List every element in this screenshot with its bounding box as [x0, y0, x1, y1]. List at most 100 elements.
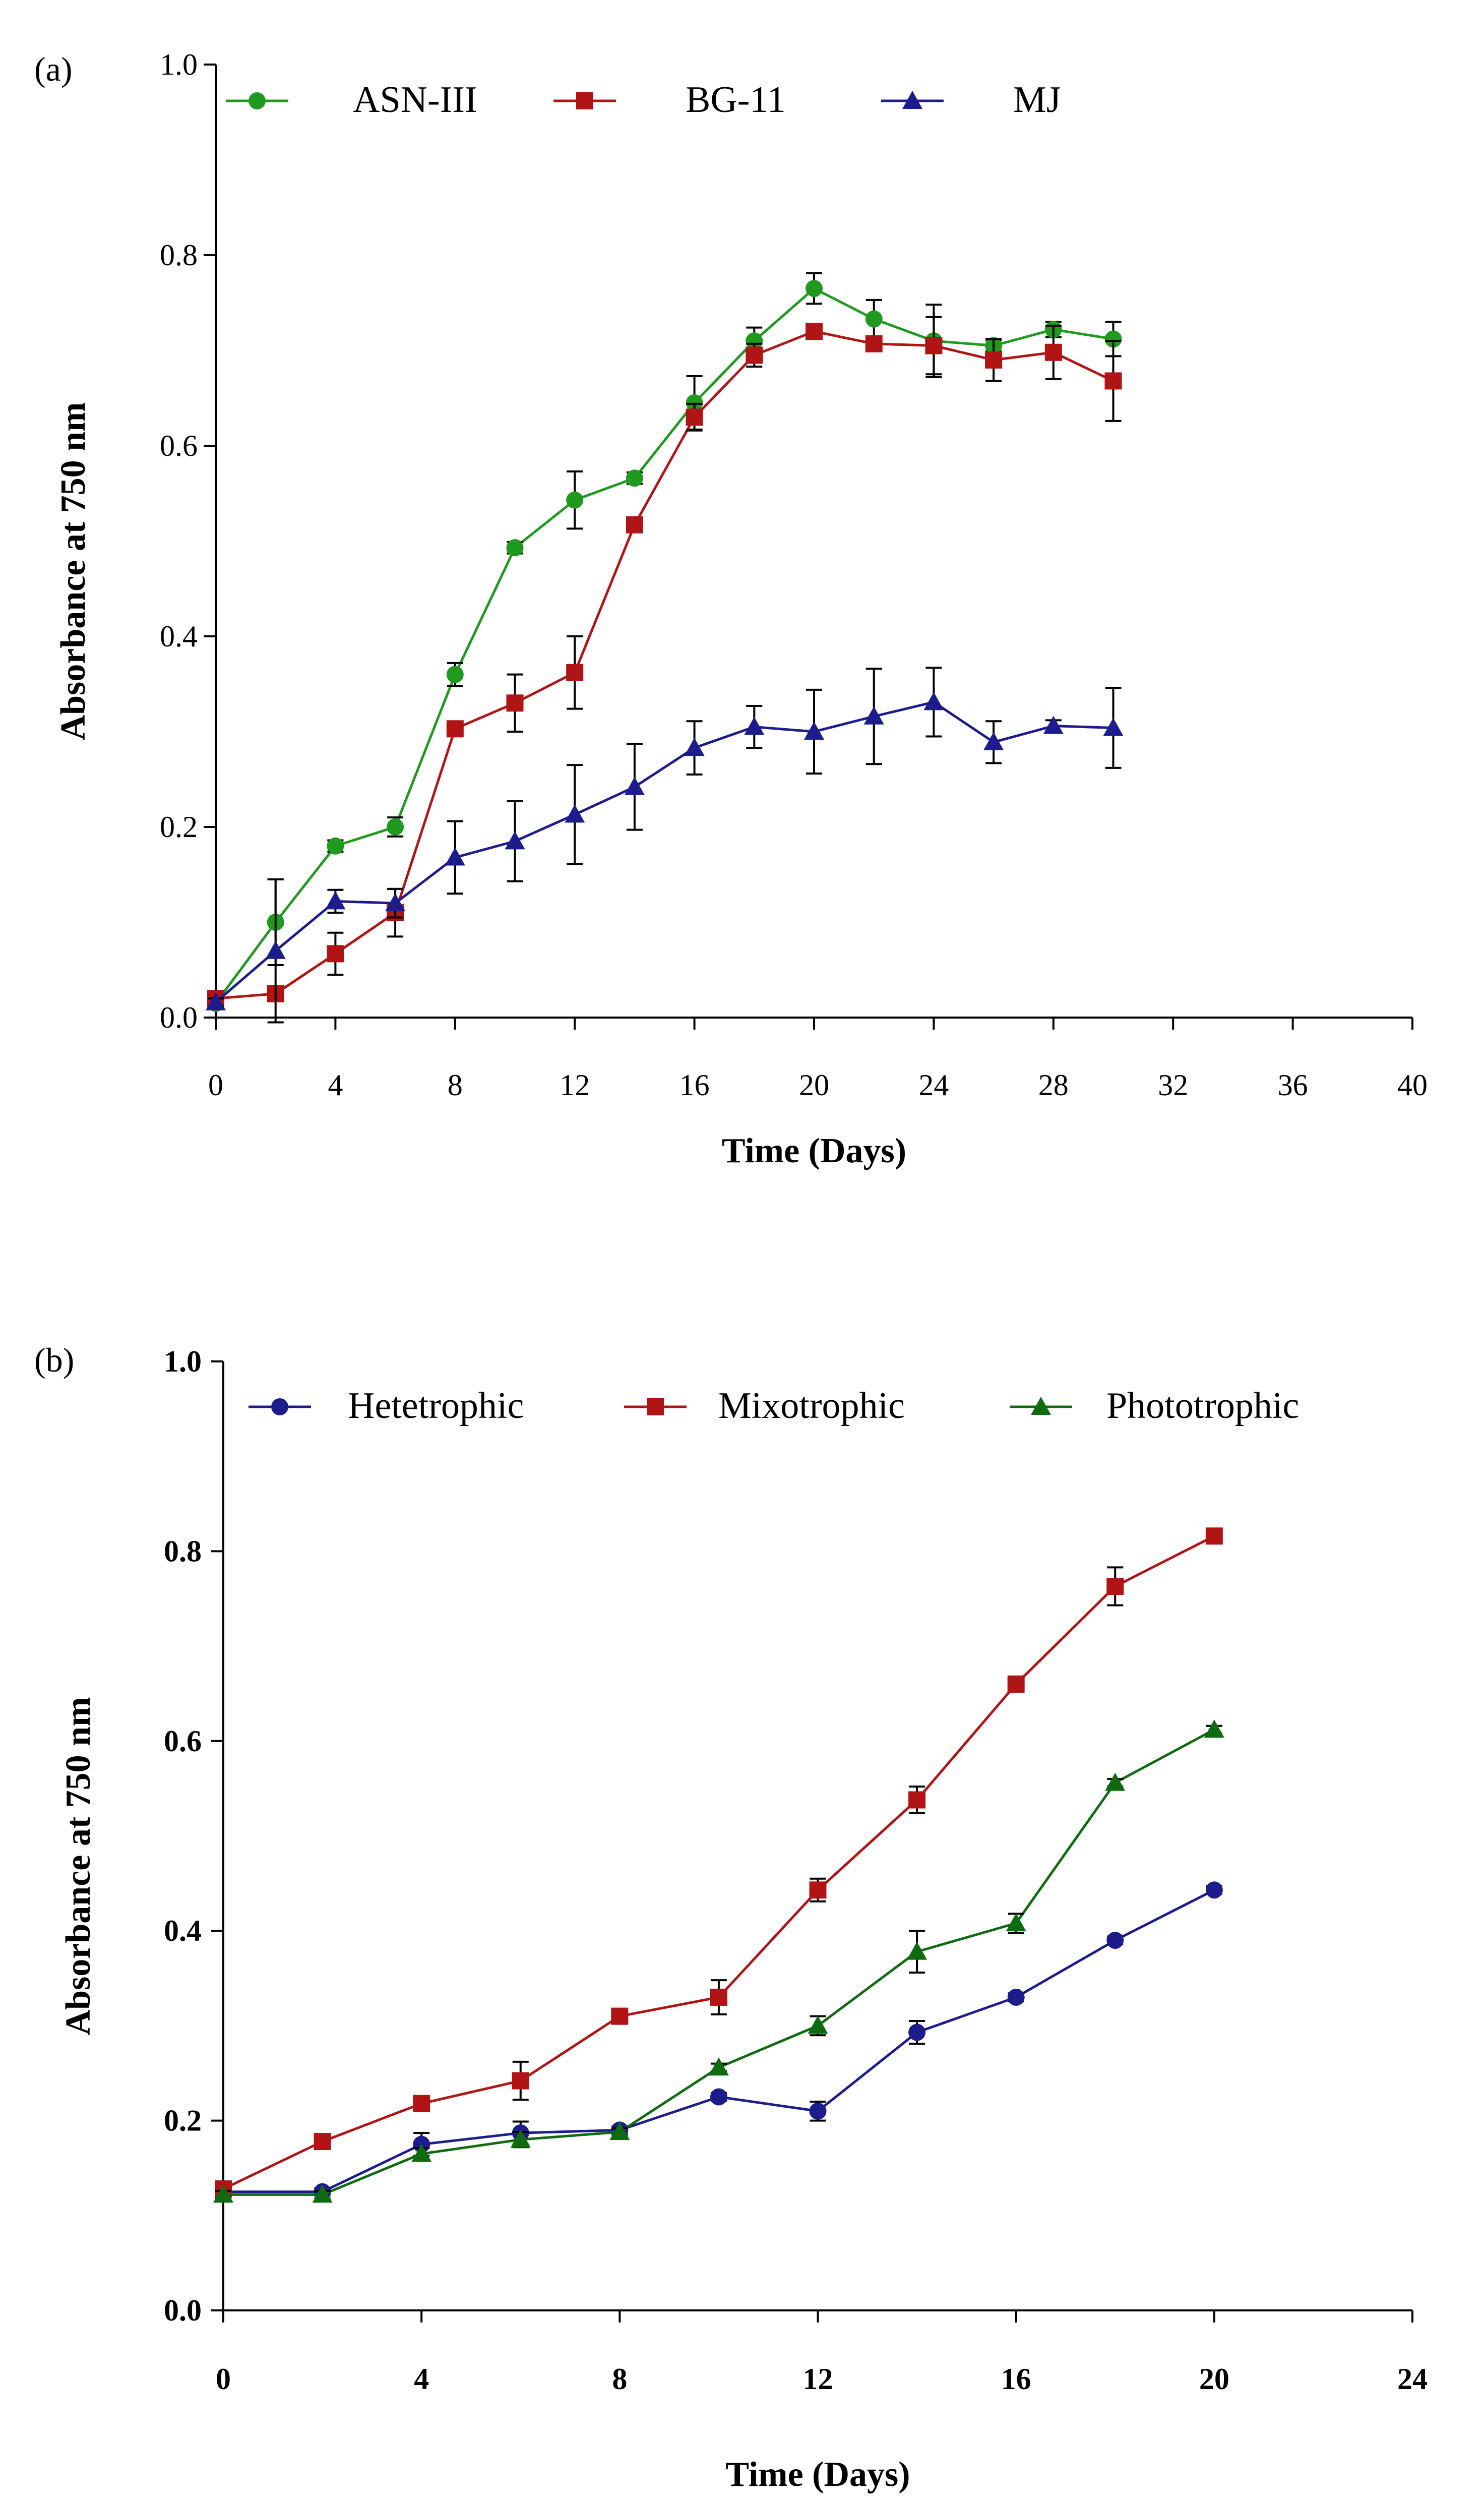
- data-point: [710, 1988, 727, 2006]
- data-point: [626, 469, 643, 487]
- legend-label: ASN-III: [353, 79, 477, 121]
- y-tick-label: 0.2: [160, 810, 198, 844]
- legend-item: ASN-III: [226, 79, 477, 121]
- data-point: [865, 310, 883, 328]
- legend-marker: [249, 92, 266, 109]
- data-point: [1104, 330, 1122, 348]
- data-point: [1007, 1988, 1025, 2006]
- x-tick-label: 12: [560, 1068, 590, 1102]
- data-point: [1205, 1881, 1223, 1899]
- data-point: [314, 2133, 331, 2151]
- data-point: [809, 1881, 827, 1899]
- legend-item: BG-11: [553, 79, 786, 121]
- x-axis-title: Time (Days): [722, 1132, 906, 1170]
- legend-item: Hetetrophic: [249, 1385, 524, 1426]
- data-point: [1204, 1719, 1224, 1738]
- data-point: [213, 2184, 233, 2203]
- y-tick-label: 0.6: [160, 429, 198, 462]
- x-tick-label: 16: [1001, 2362, 1031, 2396]
- series-bg-11: [207, 316, 1122, 1007]
- legend-label: Hetetrophic: [348, 1385, 524, 1426]
- data-point: [1007, 1675, 1025, 1693]
- data-point: [505, 831, 525, 850]
- x-tick-label: 24: [918, 1068, 949, 1102]
- series-hetetrophic: [215, 1881, 1223, 2200]
- series-phototrophic: [213, 1719, 1224, 2203]
- data-point: [908, 2023, 926, 2041]
- data-point: [609, 2122, 630, 2140]
- data-point: [626, 516, 643, 533]
- data-point: [863, 706, 884, 725]
- data-point: [744, 717, 765, 735]
- data-point: [1106, 1578, 1124, 1595]
- data-point: [446, 666, 464, 683]
- data-point: [506, 539, 524, 557]
- data-point: [446, 720, 464, 738]
- y-tick-label: 0.6: [164, 1724, 202, 1758]
- data-point: [510, 2129, 531, 2148]
- x-tick-label: 8: [448, 1068, 463, 1102]
- legend-item: MJ: [881, 79, 1061, 121]
- data-point: [566, 664, 584, 681]
- legend-label: MJ: [1013, 79, 1061, 121]
- x-tick-label: 36: [1278, 1068, 1308, 1102]
- y-tick-label: 0.8: [164, 1534, 202, 1568]
- y-tick-label: 0.2: [164, 2104, 202, 2137]
- series-line: [214, 287, 1114, 1004]
- data-point: [206, 992, 226, 1010]
- data-point: [312, 2184, 333, 2203]
- legend-item: Phototrophic: [1010, 1385, 1299, 1426]
- x-axis-title: Time (Days): [725, 2455, 910, 2494]
- data-point: [566, 491, 584, 509]
- y-tick-label: 1.0: [164, 1345, 202, 1378]
- data-point: [907, 1941, 928, 1960]
- data-point: [808, 2015, 828, 2034]
- x-tick-label: 20: [1199, 2362, 1229, 2396]
- data-point: [1043, 716, 1064, 734]
- data-point: [327, 945, 344, 963]
- data-point: [983, 732, 1004, 750]
- x-tick-label: 20: [799, 1068, 829, 1102]
- x-tick-label: 24: [1397, 2362, 1428, 2396]
- legend-marker: [271, 1398, 288, 1415]
- x-tick-label: 40: [1397, 1068, 1428, 1102]
- x-tick-label: 8: [612, 2362, 627, 2396]
- legend-item: Mixotrophic: [624, 1385, 905, 1426]
- data-point: [806, 280, 823, 297]
- x-tick-label: 0: [208, 1068, 223, 1102]
- data-point: [684, 738, 705, 756]
- data-point: [804, 722, 824, 740]
- y-tick-label: 1.0: [160, 48, 198, 81]
- y-tick-label: 0.0: [160, 1001, 198, 1034]
- data-point: [325, 891, 346, 910]
- y-tick-label: 0.4: [160, 620, 198, 653]
- legend-marker: [902, 91, 922, 109]
- data-point: [865, 335, 883, 352]
- x-tick-label: 0: [216, 2362, 231, 2396]
- data-point: [265, 940, 286, 959]
- legend-marker: [1031, 1397, 1051, 1415]
- series-line: [223, 1729, 1215, 2196]
- data-point: [327, 837, 344, 855]
- data-point: [1205, 1527, 1223, 1545]
- y-tick-label: 0.8: [160, 239, 198, 272]
- data-point: [1104, 372, 1122, 390]
- x-tick-label: 4: [328, 1068, 343, 1102]
- data-point: [925, 337, 943, 354]
- y-tick-label: 0.4: [164, 1914, 202, 1947]
- x-tick-label: 32: [1158, 1068, 1188, 1102]
- legend-label: BG-11: [686, 79, 786, 121]
- data-point: [1006, 1913, 1026, 1932]
- y-tick-label: 0.0: [164, 2294, 202, 2327]
- data-point: [686, 408, 703, 426]
- data-point: [806, 323, 823, 340]
- data-point: [1105, 1772, 1126, 1791]
- data-point: [565, 804, 585, 823]
- data-point: [445, 847, 465, 866]
- legend-label: Phototrophic: [1106, 1385, 1299, 1426]
- data-point: [710, 2088, 727, 2106]
- chart-panel-a: (a) 0 4 8 12 16 20 24 28 32 36 40 0.0 0.2 0.4 0.6 0.8 1.0…: [34, 48, 1428, 1170]
- data-point: [746, 332, 763, 350]
- data-point: [746, 346, 763, 364]
